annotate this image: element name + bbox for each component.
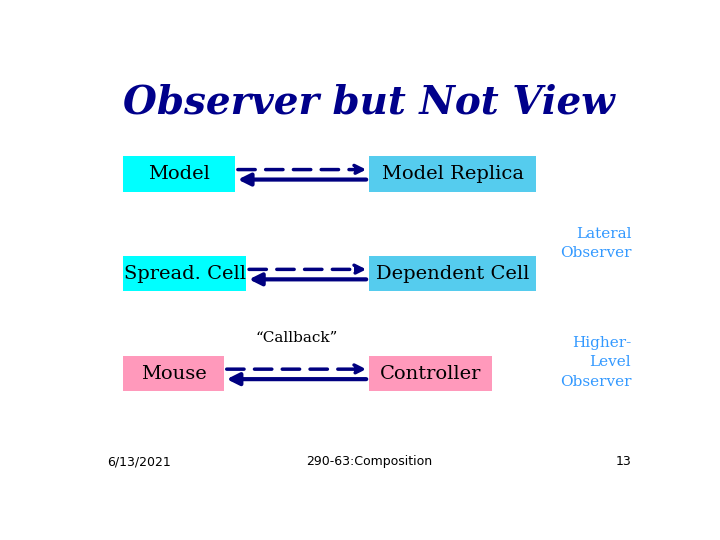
Bar xyxy=(124,256,246,292)
Text: Lateral
Observer: Lateral Observer xyxy=(559,227,631,260)
Text: Spread. Cell: Spread. Cell xyxy=(124,265,246,283)
Text: Model Replica: Model Replica xyxy=(382,165,523,183)
Text: 13: 13 xyxy=(616,455,631,468)
Text: Model: Model xyxy=(148,165,210,183)
Bar xyxy=(124,156,235,192)
Bar xyxy=(369,256,536,292)
Text: Mouse: Mouse xyxy=(141,364,207,382)
Bar xyxy=(124,356,224,391)
Text: 6/13/2021: 6/13/2021 xyxy=(107,455,171,468)
Text: “Callback”: “Callback” xyxy=(256,332,338,346)
Text: Controller: Controller xyxy=(379,364,481,382)
Bar xyxy=(369,156,536,192)
Text: 290-63:Composition: 290-63:Composition xyxy=(306,455,432,468)
Text: Observer but Not View: Observer but Not View xyxy=(123,84,615,122)
Text: Dependent Cell: Dependent Cell xyxy=(376,265,529,283)
Bar xyxy=(369,356,492,391)
Text: Higher-
Level
Observer: Higher- Level Observer xyxy=(559,335,631,389)
